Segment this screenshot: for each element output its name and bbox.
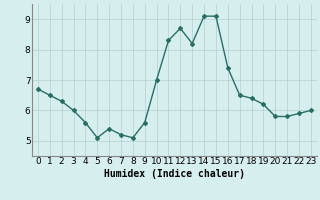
X-axis label: Humidex (Indice chaleur): Humidex (Indice chaleur) — [104, 169, 245, 179]
